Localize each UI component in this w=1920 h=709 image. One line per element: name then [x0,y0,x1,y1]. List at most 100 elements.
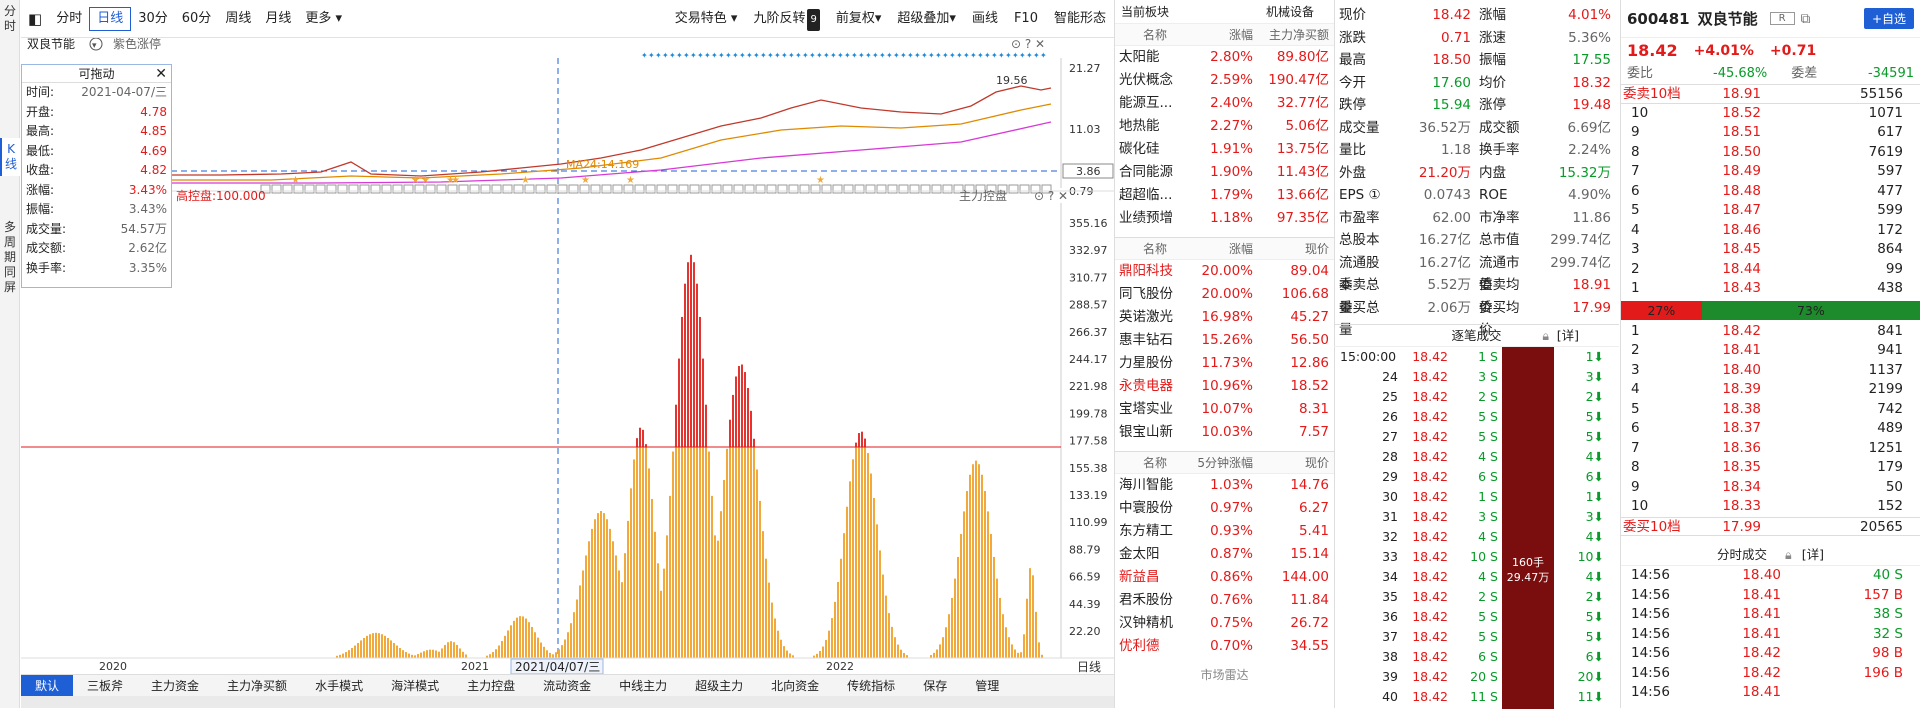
order-level[interactable]: 4 18.46 172 [1621,221,1920,241]
trade-features-dropdown[interactable]: 交易特色 ▾ [674,11,738,26]
indicator-tab[interactable]: 超级主力 [695,679,744,693]
stock-row[interactable]: 英诺激光 16.98% 45.27 [1115,306,1334,329]
period-60min[interactable]: 60分 [181,10,212,26]
order-level[interactable]: 8 18.50 7619 [1621,143,1920,163]
minute-detail-link[interactable]: [详] [1801,547,1824,562]
stock-row[interactable]: 东方精工 0.93% 5.41 [1115,520,1334,543]
indicator-tab[interactable]: 三板斧 [87,679,124,693]
sector-row[interactable]: 碳化硅 1.91% 13.75亿 [1115,138,1334,161]
stock-row[interactable]: 新益昌 0.86% 144.00 [1115,566,1334,589]
order-level[interactable]: 5 18.47 599 [1621,201,1920,221]
tab-kline[interactable]: K线 [0,138,20,176]
order-level[interactable]: 7 18.49 597 [1621,162,1920,182]
signal-marker: ✦ [963,51,970,60]
indicator-tab[interactable]: 中线主力 [619,679,668,693]
indicator-tab[interactable]: 传统指标 [847,679,896,693]
lock-icon[interactable]: 🔒︎ [1542,328,1549,343]
stock-row[interactable]: 君禾股份 0.76% 11.84 [1115,589,1334,612]
candle-info-popup[interactable]: 可拖动 ✕ 时间: 2021-04-07/三 开盘: 4.78 最高: 4.85 最低: 4.6… [21,64,172,288]
layout-icon[interactable]: ◧ [28,9,43,28]
indicator-bar-lower [1038,642,1040,658]
indicator-tab[interactable]: 北向资金 [771,679,820,693]
period-30min[interactable]: 30分 [138,10,168,26]
signal-marker: ✦ [837,51,844,60]
stock-row[interactable]: 宝塔实业 10.07% 8.31 [1115,398,1334,421]
period-timeshare[interactable]: 分时 [56,10,83,26]
pattern-marker [579,184,590,194]
indicator-tab[interactable]: 保存 [923,679,948,693]
indicator-tab[interactable]: 水手模式 [315,679,364,693]
dropdown-circle-icon[interactable] [89,37,103,51]
order-level[interactable]: 3 18.40 1137 [1621,361,1920,381]
sector-row[interactable]: 合同能源 1.90% 11.43亿 [1115,161,1334,184]
smart-pattern-button[interactable]: 智能形态 [1053,11,1106,26]
adjust-dropdown[interactable]: 前复权▾ [835,11,882,26]
quote-value: 15.94 [1432,97,1471,113]
order-level[interactable]: 9 18.51 617 [1621,123,1920,143]
order-level[interactable]: 3 18.45 864 [1621,240,1920,260]
indicator-panel-controls[interactable]: ⊙ ? ✕ [1034,189,1068,203]
stock-row[interactable]: 鼎阳科技 20.00% 89.04 [1115,260,1334,283]
popup-header[interactable]: 可拖动 ✕ [22,65,171,83]
order-level[interactable]: 5 18.38 742 [1621,400,1920,420]
order-level[interactable]: 1 18.42 841 [1621,322,1920,342]
order-level[interactable]: 2 18.44 99 [1621,260,1920,280]
stock-row[interactable]: 力星股份 11.73% 12.86 [1115,352,1334,375]
minute-trade-row: 14:56 18.41 38 S [1621,605,1920,625]
period-daily[interactable]: 日线 [89,6,132,31]
order-level[interactable]: 10 18.33 152 [1621,497,1920,517]
order-level[interactable]: 8 18.35 179 [1621,458,1920,478]
period-weekly[interactable]: 周线 [225,10,252,26]
draw-line-button[interactable]: 画线 [971,11,998,26]
price-panel-controls[interactable]: ⊙ ? ✕ [1011,37,1045,51]
market-radar-label[interactable]: 市场雷达 [1200,668,1249,682]
add-watchlist-button[interactable]: +自选 [1863,8,1914,29]
stock-row[interactable]: 中寰股份 0.97% 6.27 [1115,497,1334,520]
tab-multi-period[interactable]: 多周期同屏 [3,220,16,294]
nine-reversal-button[interactable]: 九阶反转 9 [745,8,827,31]
kline-chart[interactable]: 双良节能 ▾ 紫色涨停 ⊙ ? ✕ 21.27 11.03 3.86 0.79 … [21,36,1114,675]
indicator-tab[interactable]: 默认 [21,674,74,697]
sector-row[interactable]: 太阳能 2.80% 89.80亿 [1115,46,1334,69]
stock-row[interactable]: 惠丰钻石 15.26% 56.50 [1115,329,1334,352]
stock-row[interactable]: 银宝山新 10.03% 7.57 [1115,421,1334,444]
sector-row[interactable]: 能源互... 2.40% 32.77亿 [1115,92,1334,115]
stock-row[interactable]: 海川智能 1.03% 14.76 [1115,474,1334,497]
tab-timeshare[interactable]: 分时 [3,4,16,33]
more-periods-dropdown[interactable]: 更多 ▾ [305,10,343,26]
overlay-dropdown[interactable]: 超级叠加▾ [897,11,956,26]
indicator-tab[interactable]: 管理 [975,679,1000,693]
order-level[interactable]: 4 18.39 2199 [1621,380,1920,400]
sector-row[interactable]: 地热能 2.27% 5.06亿 [1115,115,1334,138]
lock-icon[interactable]: 🔒︎ [1785,547,1792,562]
order-level[interactable]: 1 18.43 438 [1621,279,1920,299]
industry-label[interactable]: 机械设备 [1265,5,1314,19]
order-level[interactable]: 7 18.36 1251 [1621,439,1920,459]
sector-row[interactable]: 业绩预增 1.18% 97.35亿 [1115,207,1334,230]
sector-row[interactable]: 光伏概念 2.59% 190.47亿 [1115,69,1334,92]
signal-marker: ✦ [907,51,914,60]
tick-detail-link[interactable]: [详] [1556,328,1579,343]
kline-chart-svg[interactable]: 双良节能 ▾ 紫色涨停 ⊙ ? ✕ 21.27 11.03 3.86 0.79 … [21,36,1114,675]
copy-icon[interactable]: ⧉ [1800,10,1811,27]
period-monthly[interactable]: 月线 [265,10,292,26]
indicator-tab[interactable]: 流动资金 [543,679,592,693]
order-level[interactable]: 6 18.48 477 [1621,182,1920,202]
order-level[interactable]: 9 18.34 50 [1621,478,1920,498]
sector-row[interactable]: 超超临... 1.79% 13.66亿 [1115,184,1334,207]
indicator-tab[interactable]: 海洋模式 [391,679,440,693]
stock-row[interactable]: 永贵电器 10.96% 18.52 [1115,375,1334,398]
indicator-tab[interactable]: 主力净买额 [227,679,288,693]
stock-row[interactable]: 优利德 0.70% 34.55 [1115,635,1334,658]
f10-button[interactable]: F10 [1013,11,1038,26]
stock-row[interactable]: 同飞股份 20.00% 106.68 [1115,283,1334,306]
indicator-tab[interactable]: 主力控盘 [467,679,516,693]
indicator-tab[interactable]: 主力资金 [151,679,200,693]
indicator-bar-lower [648,468,650,658]
order-level[interactable]: 6 18.37 489 [1621,419,1920,439]
stock-row[interactable]: 金太阳 0.87% 15.14 [1115,543,1334,566]
order-level[interactable]: 10 18.52 1071 [1621,104,1920,124]
order-level[interactable]: 2 18.41 941 [1621,341,1920,361]
stock-row[interactable]: 汉钟精机 0.75% 26.72 [1115,612,1334,635]
close-icon[interactable]: ✕ [155,66,167,82]
